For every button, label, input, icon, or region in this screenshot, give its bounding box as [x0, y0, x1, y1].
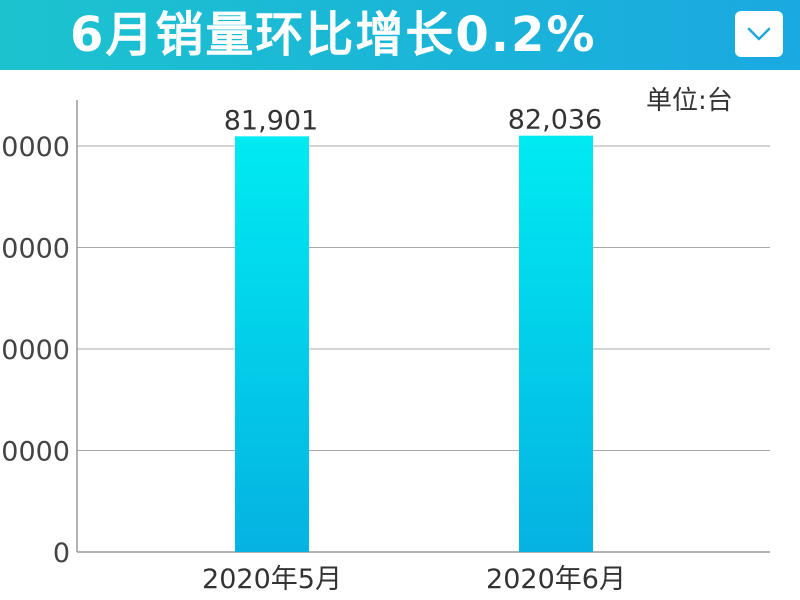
y-tick-label: 40000	[0, 335, 70, 366]
page-title: 6月销量环比增长0.2%	[70, 7, 597, 63]
bar-chart: 0 20000 40000 60000 80000 81,901 2020年5月 82,036…	[0, 100, 770, 595]
bar-data-label: 81,901	[224, 105, 318, 136]
y-tick-label: 60000	[0, 234, 70, 265]
header-banner: 6月销量环比增长0.2%	[0, 0, 800, 70]
expand-toggle-button[interactable]	[735, 11, 783, 57]
y-tick-label: 20000	[0, 437, 70, 468]
x-tick-label: 2020年5月	[202, 564, 342, 595]
y-tick-label: 80000	[0, 132, 70, 163]
unit-label: 单位:台	[646, 86, 733, 116]
bar	[235, 136, 309, 552]
bar	[519, 135, 593, 552]
chevron-down-icon	[747, 27, 771, 41]
x-tick-label: 2020年6月	[486, 564, 626, 595]
bar-data-label: 82,036	[508, 105, 602, 136]
y-tick-label: 0	[53, 538, 70, 569]
